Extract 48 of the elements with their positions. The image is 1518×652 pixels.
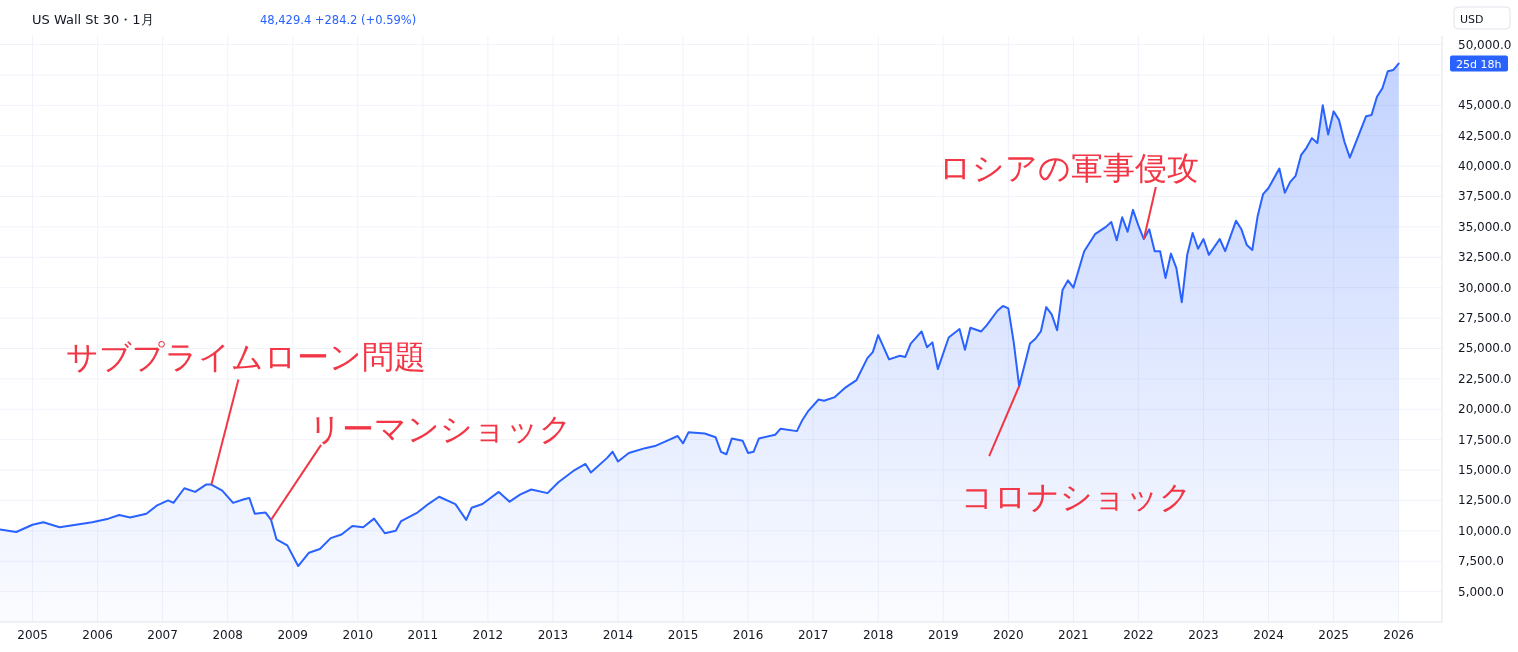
x-tick-label: 2025	[1318, 628, 1349, 642]
x-tick-label: 2026	[1383, 628, 1414, 642]
x-tick-label: 2017	[797, 628, 829, 642]
y-tick-label: 17,500.0	[1458, 432, 1512, 447]
annotation: サブプライムローン問題	[66, 338, 427, 375]
y-tick-label: 25,000.0	[1458, 341, 1512, 356]
annotation: ロシアの軍事侵攻	[938, 150, 1199, 187]
y-tick-label: 32,500.0	[1458, 250, 1512, 265]
text: USD	[1460, 13, 1484, 26]
x-tick-label: 2010	[342, 628, 374, 642]
y-tick-label: 45,000.0	[1458, 98, 1512, 113]
x-tick-label: 2005	[17, 628, 48, 642]
y-tick-label: 15,000.0	[1458, 463, 1512, 478]
y-tick-label: 10,000.0	[1458, 523, 1512, 538]
y-tick-label: 7,500.0	[1458, 554, 1504, 569]
x-tick-label: 2007	[147, 628, 178, 642]
x-tick-label: 2019	[927, 628, 959, 642]
y-tick-label: 37,500.0	[1458, 189, 1512, 204]
annotation: リーマンショック	[309, 410, 573, 447]
text: 25d 18h	[1456, 57, 1502, 71]
chart-title: US Wall St 30・1月	[32, 12, 154, 27]
x-tick-label: 2014	[602, 628, 634, 642]
x-tick-label: 2024	[1253, 628, 1284, 642]
chart-subtitle: 48,429.4 +284.2 (+0.59%)	[260, 13, 417, 27]
x-tick-label: 2015	[667, 628, 699, 642]
x-tick-label: 2021	[1058, 628, 1089, 642]
x-tick-label: 2009	[277, 628, 309, 642]
x-tick-label: 2023	[1188, 628, 1219, 642]
y-tick-label: 5,000.0	[1458, 584, 1504, 599]
y-tick-label: 27,500.0	[1458, 311, 1512, 326]
x-tick-label: 2016	[732, 628, 764, 642]
y-tick-label: 35,000.0	[1458, 219, 1512, 234]
annotation: コロナショック	[961, 479, 1193, 516]
y-tick-label: 12,500.0	[1458, 493, 1512, 508]
x-tick-label: 2012	[472, 628, 504, 642]
y-tick-label: 40,000.0	[1458, 159, 1512, 174]
x-tick-label: 2022	[1123, 628, 1154, 642]
x-tick-label: 2018	[862, 628, 894, 642]
y-tick-label: 20,000.0	[1458, 402, 1512, 417]
x-tick-label: 2011	[407, 628, 439, 642]
x-tick-label: 2013	[537, 628, 569, 642]
y-tick-label: 50,000.0	[1458, 37, 1512, 52]
x-tick-label: 2006	[82, 628, 113, 642]
x-tick-label: 2020	[993, 628, 1024, 642]
y-tick-label: 22,500.0	[1458, 371, 1512, 386]
x-tick-label: 2008	[212, 628, 243, 642]
y-tick-label: 30,000.0	[1458, 280, 1512, 295]
y-tick-label: 42,500.0	[1458, 128, 1512, 143]
